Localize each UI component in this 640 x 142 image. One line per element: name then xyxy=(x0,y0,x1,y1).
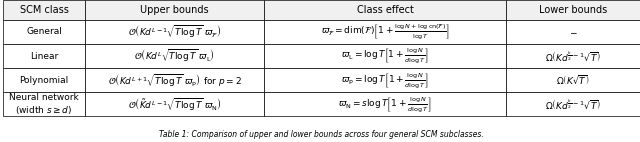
Text: $\varpi_{\mathcal{F}} = \mathrm{dim}(\mathcal{F})\left[1 + \frac{\log N + \log\m: $\varpi_{\mathcal{F}} = \mathrm{dim}(\ma… xyxy=(321,23,449,41)
Text: Table 1: Comparison of upper and lower bounds across four general SCM subclasses: Table 1: Comparison of upper and lower b… xyxy=(159,130,484,139)
Bar xyxy=(506,0,640,20)
Text: Class effect: Class effect xyxy=(356,5,413,15)
Bar xyxy=(506,68,640,92)
Bar xyxy=(3,0,86,20)
Bar xyxy=(264,68,506,92)
Bar xyxy=(3,92,86,116)
Text: Polynomial: Polynomial xyxy=(19,76,68,85)
Text: $\Omega\left(Kd^{\frac{k}{2}-1}\sqrt{T}\right)$: $\Omega\left(Kd^{\frac{k}{2}-1}\sqrt{T}\… xyxy=(545,49,602,63)
Bar xyxy=(86,44,264,68)
Bar xyxy=(264,44,506,68)
Bar xyxy=(506,44,640,68)
Bar xyxy=(86,20,264,44)
Bar xyxy=(3,20,86,44)
Text: $\mathcal{O}\left(Kd^{L+1}\sqrt{T\log T}\;\varpi_{\mathrm{P}}\right)$ for $p=2$: $\mathcal{O}\left(Kd^{L+1}\sqrt{T\log T}… xyxy=(108,72,242,88)
Text: SCM class: SCM class xyxy=(20,5,68,15)
Text: $\varpi_{\mathrm{N}} = s\log T\left[1 + \frac{\log N}{d\log T}\right]$: $\varpi_{\mathrm{N}} = s\log T\left[1 + … xyxy=(339,95,432,114)
Text: $\mathcal{O}\left(Kd^{L}\sqrt{T\log T}\;\varpi_{\mathrm{L}}\right)$: $\mathcal{O}\left(Kd^{L}\sqrt{T\log T}\;… xyxy=(134,48,215,64)
Text: $\varpi_{\mathrm{L}} = \log T\left[1 + \frac{\log N}{d\log T}\right]$: $\varpi_{\mathrm{L}} = \log T\left[1 + \… xyxy=(341,47,429,65)
Text: $\mathcal{O}\left(\tilde{K}d^{L-1}\sqrt{T\log T}\;\varpi_{\mathrm{N}}\right)$: $\mathcal{O}\left(\tilde{K}d^{L-1}\sqrt{… xyxy=(128,96,221,113)
Text: Neural network
(width $s \geq d$): Neural network (width $s \geq d$) xyxy=(9,93,79,116)
Text: $\mathcal{O}\left(Kd^{L-1}\sqrt{T\log T}\;\varpi_{\mathcal{F}}\right)$: $\mathcal{O}\left(Kd^{L-1}\sqrt{T\log T}… xyxy=(128,24,221,40)
Text: General: General xyxy=(26,27,62,36)
Bar xyxy=(3,44,86,68)
Bar xyxy=(3,68,86,92)
Text: Upper bounds: Upper bounds xyxy=(140,5,209,15)
Text: Lower bounds: Lower bounds xyxy=(539,5,607,15)
Bar xyxy=(264,92,506,116)
Text: $\Omega\left(Kd^{\frac{k}{2}-1}\sqrt{T}\right)$: $\Omega\left(Kd^{\frac{k}{2}-1}\sqrt{T}\… xyxy=(545,98,602,111)
Bar xyxy=(86,92,264,116)
Bar xyxy=(264,20,506,44)
Text: $\varpi_{\mathrm{P}} = \log T\left[1 + \frac{\log N}{d\log T}\right]$: $\varpi_{\mathrm{P}} = \log T\left[1 + \… xyxy=(341,71,429,90)
Text: $-$: $-$ xyxy=(569,27,577,36)
Text: $\Omega\left(K\sqrt{T}\right)$: $\Omega\left(K\sqrt{T}\right)$ xyxy=(556,74,590,86)
Bar xyxy=(86,68,264,92)
Bar xyxy=(506,92,640,116)
Bar xyxy=(506,20,640,44)
Bar xyxy=(264,0,506,20)
Bar xyxy=(86,0,264,20)
Text: Linear: Linear xyxy=(30,52,58,61)
